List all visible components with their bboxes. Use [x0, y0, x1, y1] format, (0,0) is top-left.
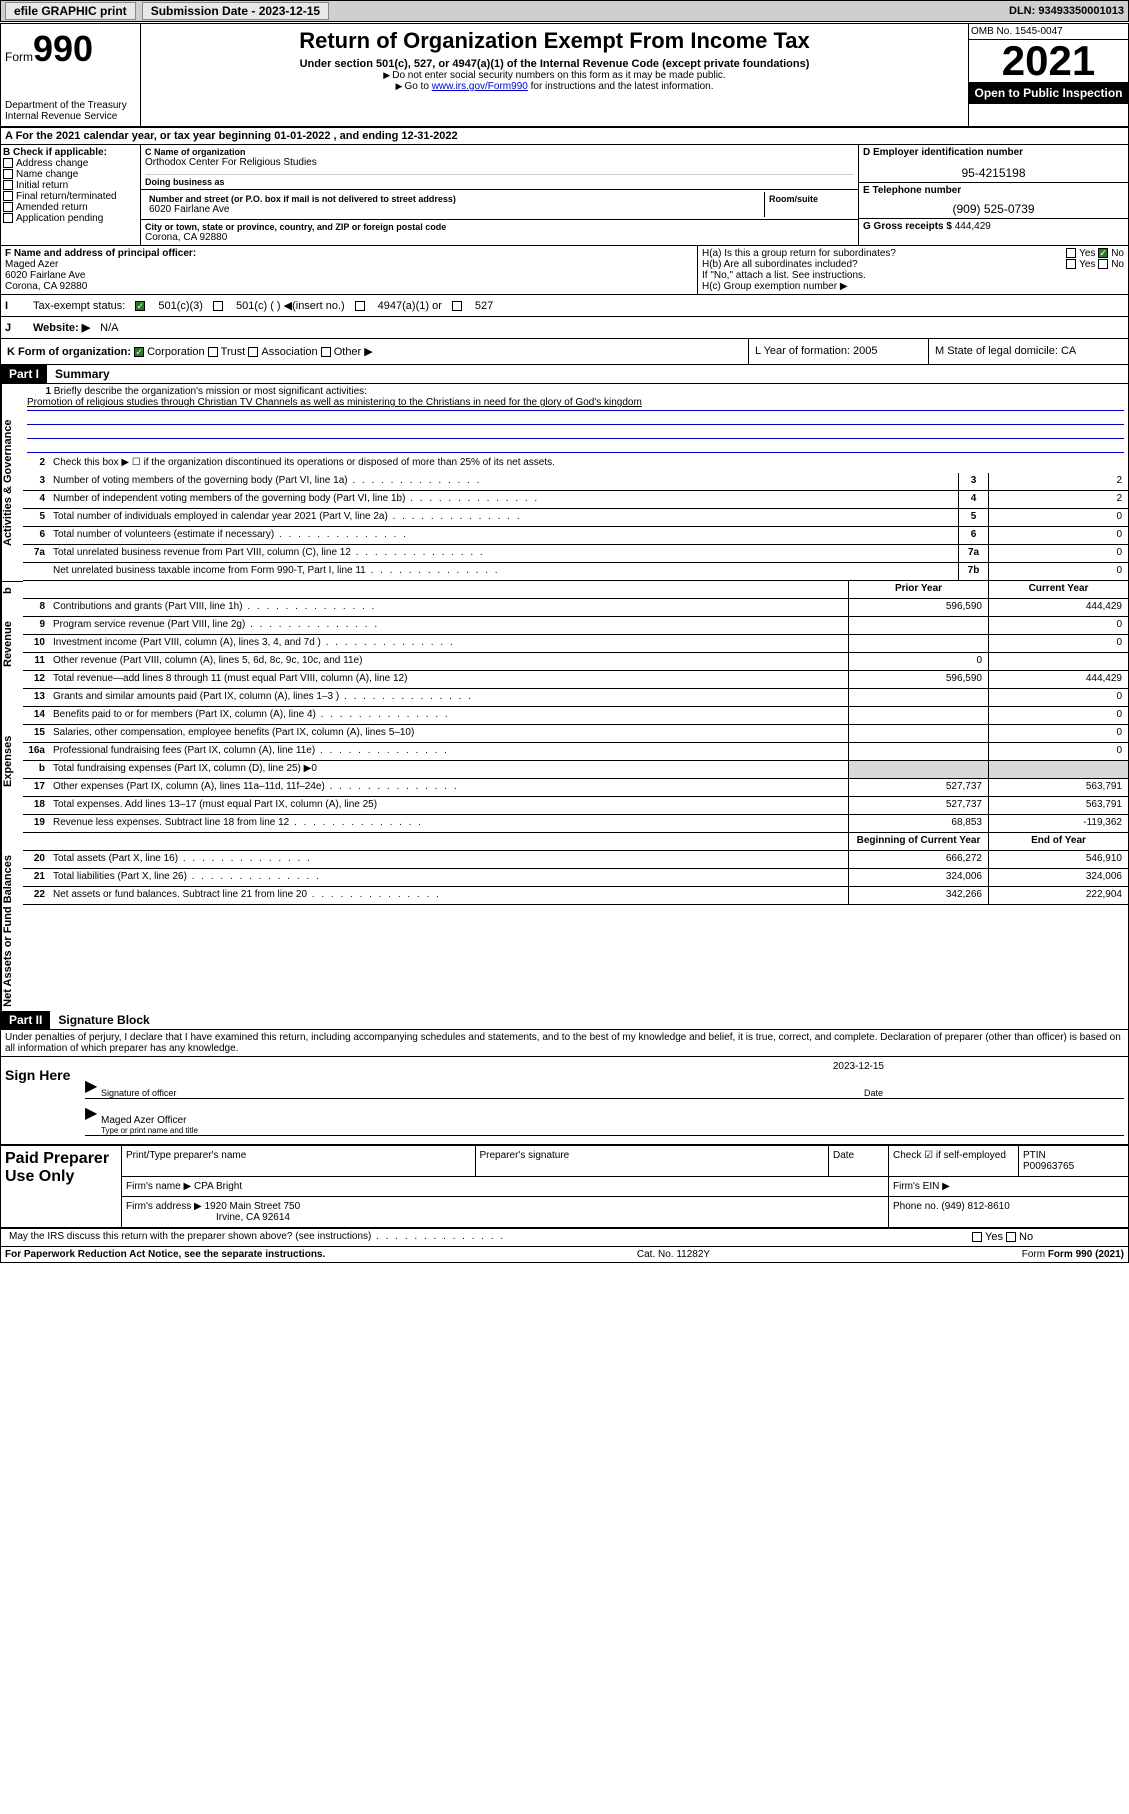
- v6: 0: [988, 527, 1128, 544]
- cb-other[interactable]: [321, 347, 331, 357]
- cb-name-change[interactable]: [3, 169, 13, 179]
- row-j: J Website: ▶ N/A: [1, 317, 1128, 339]
- col-c-org-info: C Name of organization Orthodox Center F…: [141, 145, 858, 245]
- cb-501c[interactable]: [213, 301, 223, 311]
- cb-hb-no[interactable]: [1098, 259, 1108, 269]
- state-domicile: M State of legal domicile: CA: [928, 339, 1128, 364]
- firm-phone: (949) 812-8610: [941, 1201, 1009, 1212]
- website-value: N/A: [100, 322, 118, 334]
- firm-addr1: 1920 Main Street 750: [205, 1201, 301, 1212]
- cb-discuss-no[interactable]: [1006, 1232, 1016, 1242]
- v5: 0: [988, 509, 1128, 526]
- cb-assoc[interactable]: [248, 347, 258, 357]
- firm-addr2: Irvine, CA 92614: [126, 1212, 884, 1223]
- tab-netassets: Net Assets or Fund Balances: [1, 851, 23, 1011]
- ssn-note: Do not enter social security numbers on …: [145, 70, 964, 81]
- form-title: Return of Organization Exempt From Incom…: [145, 28, 964, 54]
- block-b-to-g: B Check if applicable: Address change Na…: [1, 145, 1128, 246]
- netassets-section: Net Assets or Fund Balances 20Total asse…: [1, 851, 1128, 1011]
- officer-name: Maged Azer: [5, 259, 693, 270]
- cb-hb-yes[interactable]: [1066, 259, 1076, 269]
- efile-print-button[interactable]: efile GRAPHIC print: [5, 2, 136, 20]
- governance-section: Activities & Governance 1 Briefly descri…: [1, 384, 1128, 581]
- form-990-page: Form990 Department of the Treasury Inter…: [0, 23, 1129, 1263]
- cb-address-change[interactable]: [3, 158, 13, 168]
- phone-value: (909) 525-0739: [863, 202, 1124, 216]
- v7b: 0: [988, 563, 1128, 580]
- form-number: Form990: [5, 28, 136, 70]
- cb-discuss-yes[interactable]: [972, 1232, 982, 1242]
- tab-revenue: Revenue: [1, 599, 23, 689]
- form-header: Form990 Department of the Treasury Inter…: [1, 24, 1128, 128]
- tax-year: 2021: [969, 40, 1128, 82]
- v7a: 0: [988, 545, 1128, 562]
- cb-amended[interactable]: [3, 202, 13, 212]
- cb-corp[interactable]: [134, 347, 144, 357]
- irs-form990-link[interactable]: www.irs.gov/Form990: [432, 81, 528, 92]
- year-formation: L Year of formation: 2005: [748, 339, 928, 364]
- part-2-header: Part II Signature Block: [1, 1011, 1128, 1030]
- org-name: Orthodox Center For Religious Studies: [145, 157, 854, 168]
- part-1-header: Part I Summary: [1, 365, 1128, 384]
- top-toolbar: efile GRAPHIC print Submission Date - 20…: [0, 0, 1129, 22]
- tab-governance: Activities & Governance: [1, 384, 23, 581]
- col-d-e-g: D Employer identification number 95-4215…: [858, 145, 1128, 245]
- row-i: I Tax-exempt status: 501(c)(3) 501(c) ( …: [1, 295, 1128, 317]
- cb-527[interactable]: [452, 301, 462, 311]
- v4: 2: [988, 491, 1128, 508]
- form-subtitle: Under section 501(c), 527, or 4947(a)(1)…: [145, 58, 964, 70]
- v3: 2: [988, 473, 1128, 490]
- cb-4947[interactable]: [355, 301, 365, 311]
- officer-addr1: 6020 Fairlane Ave: [5, 270, 693, 281]
- page-footer: For Paperwork Reduction Act Notice, see …: [1, 1247, 1128, 1262]
- revenue-section: Revenue 8Contributions and grants (Part …: [1, 599, 1128, 689]
- sign-here-block: Sign Here 2023-12-15 ▶ Signature of offi…: [1, 1057, 1128, 1146]
- cb-501c3[interactable]: [135, 301, 145, 311]
- goto-note: Go to www.irs.gov/Form990 for instructio…: [145, 81, 964, 92]
- cb-initial-return[interactable]: [3, 180, 13, 190]
- officer-addr2: Corona, CA 92880: [5, 281, 693, 292]
- submission-date-button[interactable]: Submission Date - 2023-12-15: [142, 2, 329, 20]
- street-address: 6020 Fairlane Ave: [149, 204, 760, 215]
- cb-final-return[interactable]: [3, 191, 13, 201]
- row-f-h: F Name and address of principal officer:…: [1, 246, 1128, 295]
- open-to-public: Open to Public Inspection: [969, 82, 1128, 104]
- sig-date: 2023-12-15: [85, 1061, 1124, 1072]
- typed-officer-name: Maged Azer Officer: [101, 1115, 1124, 1126]
- dept-treasury: Department of the Treasury: [5, 100, 136, 111]
- gross-receipts: 444,429: [955, 221, 991, 232]
- col-b-checkboxes: B Check if applicable: Address change Na…: [1, 145, 141, 245]
- revenue-header: b Prior YearCurrent Year: [1, 581, 1128, 599]
- tab-expenses: Expenses: [1, 689, 23, 833]
- row-k-l-m: K Form of organization: Corporation Trus…: [1, 339, 1128, 365]
- irs-label: Internal Revenue Service: [5, 111, 136, 122]
- cb-trust[interactable]: [208, 347, 218, 357]
- mission-text: Promotion of religious studies through C…: [27, 397, 1124, 411]
- expenses-section: Expenses 13Grants and similar amounts pa…: [1, 689, 1128, 833]
- perjury-declaration: Under penalties of perjury, I declare th…: [1, 1030, 1128, 1057]
- may-irs-discuss: May the IRS discuss this return with the…: [1, 1229, 1128, 1247]
- ptin-value: P00963765: [1023, 1161, 1124, 1172]
- paid-preparer-block: Paid Preparer Use Only Print/Type prepar…: [1, 1146, 1128, 1229]
- cb-app-pending[interactable]: [3, 213, 13, 223]
- dln-label: DLN: 93493350001013: [1009, 5, 1124, 17]
- netassets-header: Beginning of Current YearEnd of Year: [1, 833, 1128, 851]
- city-state-zip: Corona, CA 92880: [145, 232, 854, 243]
- cb-ha-no[interactable]: [1098, 248, 1108, 258]
- firm-name: CPA Bright: [194, 1181, 242, 1192]
- ein-value: 95-4215198: [863, 166, 1124, 180]
- tax-year-row: A For the 2021 calendar year, or tax yea…: [1, 128, 1128, 145]
- cb-ha-yes[interactable]: [1066, 248, 1076, 258]
